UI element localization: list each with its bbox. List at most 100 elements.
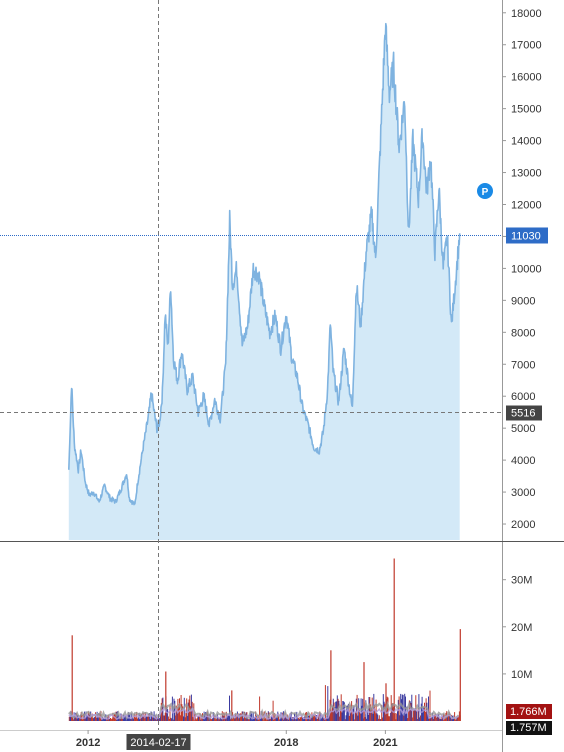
volume-bar (450, 715, 452, 721)
volume-bar (212, 717, 214, 721)
volume-bar (253, 718, 255, 721)
volume-bar (357, 715, 359, 721)
volume-spike (71, 635, 73, 721)
y-tick-label: 4000 (511, 455, 535, 467)
x-tick-label: 2018 (274, 737, 298, 749)
volume-bar (236, 716, 238, 721)
volume-bar (175, 705, 177, 721)
volume-bar (424, 712, 426, 721)
volume-bar (169, 705, 171, 721)
volume-bar (137, 718, 138, 721)
volume-bar (423, 707, 425, 721)
volume-bar (439, 718, 441, 721)
y-tick-label: 3000 (511, 487, 535, 499)
volume-bar (343, 701, 345, 721)
volume-bar (405, 713, 407, 721)
volume-bar (332, 698, 334, 721)
volume-bar (378, 715, 380, 721)
volume-bar (220, 717, 222, 721)
volume-bar (148, 713, 150, 721)
volume-bar (176, 712, 178, 721)
volume-badge-label: 1.766M (510, 706, 547, 718)
volume-bar (389, 712, 391, 721)
volume-bar (219, 718, 221, 721)
volume-bar (361, 705, 363, 721)
volume-bar (128, 712, 130, 721)
volume-bar (322, 715, 324, 721)
volume-bar (403, 715, 405, 721)
volume-bar (139, 718, 141, 721)
volume-bar (422, 710, 424, 721)
volume-bar (339, 716, 341, 721)
volume-bar (377, 714, 379, 721)
volume-bar (256, 718, 258, 721)
volume-average-line (68, 700, 460, 722)
volume-bar (310, 717, 312, 721)
volume-bar (257, 714, 259, 721)
volume-bar (381, 705, 383, 721)
volume-spike (385, 683, 387, 721)
volume-bar (374, 710, 376, 721)
volume-bar (211, 719, 213, 721)
y-tick-label: 17000 (511, 40, 542, 52)
p-marker-icon[interactable]: P (477, 183, 493, 199)
volume-bar (364, 717, 366, 721)
volume-bar (448, 711, 450, 721)
volume-bar (221, 719, 222, 721)
x-tick-label: 2012 (76, 737, 100, 749)
volume-bar (101, 719, 103, 721)
volume-bar (167, 716, 169, 721)
volume-bar (313, 715, 315, 721)
volume-bar (297, 717, 299, 721)
volume-bar (258, 719, 260, 721)
volume-bar (106, 718, 108, 721)
volume-bar (259, 718, 261, 721)
volume-bar (78, 716, 80, 721)
volume-bar (217, 717, 219, 721)
volume-bar (270, 718, 272, 721)
volume-pane[interactable]: 10M 20M 30M 1.766M 1.757M (68, 558, 552, 736)
volume-bar (341, 712, 343, 721)
volume-bar (374, 705, 375, 721)
volume-bar (366, 710, 368, 721)
price-line (68, 22, 461, 506)
volume-bar (82, 719, 84, 721)
volume-bar (198, 716, 199, 721)
volume-bar (93, 717, 95, 721)
volume-bar (334, 707, 336, 721)
volume-bar (319, 711, 321, 721)
volume-bar (95, 717, 97, 721)
volume-bar (453, 718, 455, 721)
volume-bar (343, 702, 345, 721)
volume-bar (321, 714, 323, 721)
volume-bar (243, 718, 245, 721)
volume-bar (351, 712, 353, 721)
volume-bar (325, 718, 327, 721)
volume-bar (378, 718, 379, 721)
volume-bar (344, 719, 346, 721)
volume-bar (416, 711, 418, 721)
volume-bar (370, 708, 372, 721)
volume-bar (369, 697, 371, 721)
volume-bar (261, 718, 263, 721)
volume-bar (121, 718, 123, 721)
volume-bar (312, 715, 314, 721)
volume-bar (424, 702, 425, 721)
volume-bar (317, 719, 318, 721)
volume-bar (336, 701, 337, 721)
p-marker-label: P (482, 187, 489, 198)
volume-bar (441, 716, 443, 721)
volume-bar (420, 715, 421, 721)
volume-bar (323, 718, 325, 721)
volume-bar (142, 716, 144, 721)
volume-bar (216, 718, 218, 721)
volume-bar (331, 710, 333, 721)
volume-bar (408, 711, 410, 721)
volume-bar (134, 714, 136, 721)
volume-bar (447, 714, 449, 721)
volume-bar (437, 717, 439, 721)
volume-bar (320, 718, 322, 721)
volume-bar (324, 685, 326, 721)
